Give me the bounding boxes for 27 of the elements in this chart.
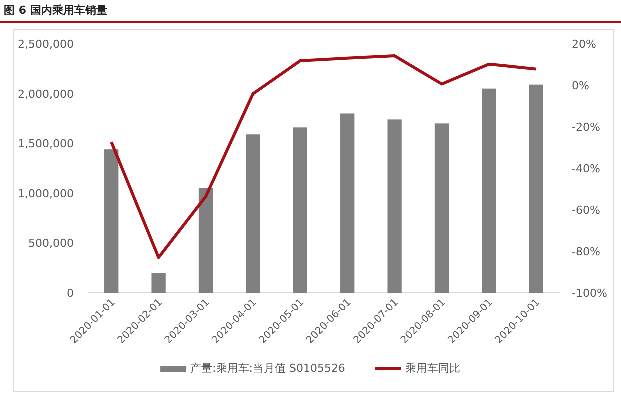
bar <box>152 273 166 293</box>
y2-tick-label: -80% <box>572 246 600 258</box>
y-tick-label: 2,000,000 <box>18 88 74 101</box>
y2-tick-label: -40% <box>572 162 600 176</box>
bar <box>388 120 402 293</box>
bar <box>434 124 450 293</box>
bar <box>293 128 308 293</box>
chart-title: 图 6 国内乘用车销量 <box>4 4 108 17</box>
y-tick-label: 1,500,000 <box>18 138 74 151</box>
y-tick-label: 500,000 <box>28 237 74 250</box>
line-series <box>110 54 538 260</box>
y2-tick-label: -20% <box>572 121 600 134</box>
bar <box>104 150 119 293</box>
y2-tick-label: -100% <box>572 287 608 300</box>
legend-label: 乘用车同比 <box>405 362 460 375</box>
bar <box>482 88 496 293</box>
y-tick-label: 2,500,000 <box>18 38 74 51</box>
y2-tick-label: 20% <box>572 38 596 51</box>
legend-label: 产量:乘用车:当月值 S0105526 <box>190 362 346 375</box>
y2-tick-label: 0% <box>572 80 590 92</box>
bar <box>340 114 355 293</box>
bar <box>246 134 260 293</box>
y-tick-label: 0 <box>67 287 74 300</box>
bar <box>198 188 214 293</box>
y2-tick-label: -60% <box>572 204 600 217</box>
bar <box>529 84 544 293</box>
y-tick-label: 1,000,000 <box>18 187 74 200</box>
